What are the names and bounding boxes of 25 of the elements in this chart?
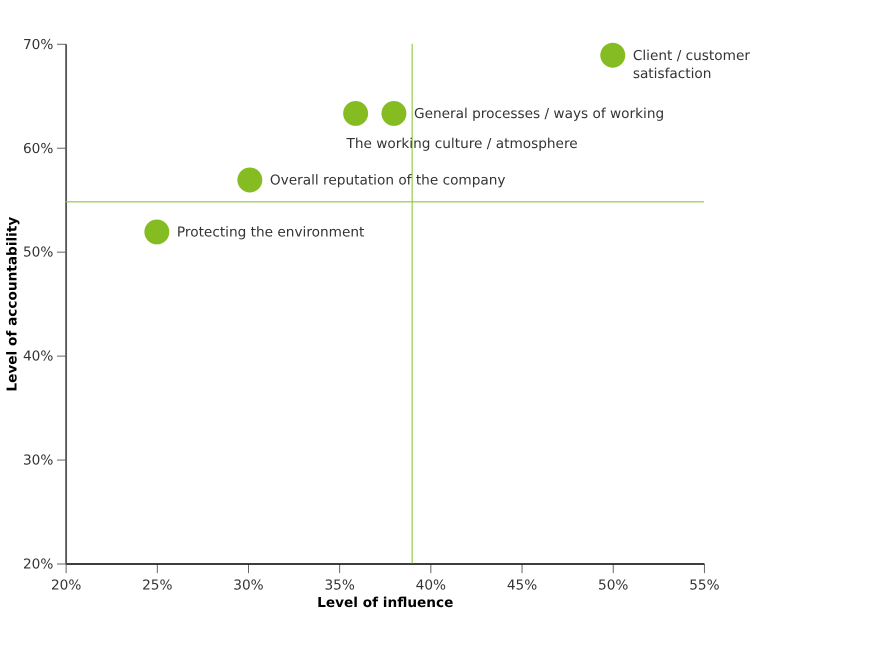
x-tick-label: 30% [233,578,264,594]
x-axis-title: Level of influence [317,594,454,611]
x-tick-label: 35% [324,578,355,594]
point [237,168,262,192]
y-tick-label: 20% [22,556,54,573]
annotation: Overall reputation of the company [270,172,506,189]
annotation: Protecting the environment [176,224,366,241]
point [144,219,170,244]
y-tick-label: 50% [22,244,54,261]
point [600,42,626,68]
point [381,100,406,126]
x-tick-label: 45% [506,578,538,594]
point [343,100,368,126]
x-tick-label: 20% [50,578,82,594]
x-tick-label: 50% [598,578,628,594]
x-tick-label: 25% [142,578,172,594]
x-tick-label: 55% [689,578,720,594]
y-tick-label: 40% [22,348,54,365]
annotation: Client / customer satisfaction [632,48,750,82]
y-tick-label: 30% [22,452,54,469]
y-tick-label: 60% [22,140,54,157]
y-axis-title: Level of accountability [4,216,21,392]
y-tick-label: 70% [22,36,54,53]
x-tick-label: 40% [416,578,446,594]
annotation: General processes / ways of working [414,106,664,122]
